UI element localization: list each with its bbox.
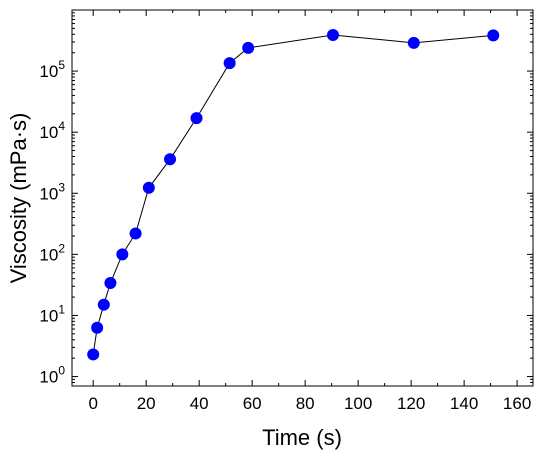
data-point bbox=[223, 57, 236, 70]
x-tick-label: 40 bbox=[190, 394, 209, 413]
x-tick-label: 140 bbox=[450, 394, 478, 413]
data-point bbox=[142, 181, 155, 194]
data-point bbox=[97, 298, 110, 311]
y-tick-label: 105 bbox=[39, 58, 65, 81]
x-tick-label: 160 bbox=[503, 394, 531, 413]
data-point bbox=[129, 227, 142, 240]
data-point bbox=[326, 28, 339, 41]
series-layer bbox=[87, 28, 500, 361]
data-point bbox=[116, 248, 129, 261]
data-point bbox=[190, 112, 203, 125]
x-tick-label: 20 bbox=[137, 394, 156, 413]
x-tick-label: 80 bbox=[296, 394, 315, 413]
plot-frame bbox=[71, 9, 534, 387]
y-tick-label: 100 bbox=[39, 364, 65, 387]
x-axis-title: Time (s) bbox=[262, 425, 342, 450]
data-point bbox=[487, 29, 500, 42]
x-tick-label: 120 bbox=[397, 394, 425, 413]
data-point bbox=[104, 276, 117, 289]
series-line bbox=[92, 34, 494, 355]
data-point bbox=[407, 36, 420, 49]
x-tick-label: 100 bbox=[344, 394, 372, 413]
y-tick-label: 101 bbox=[39, 302, 65, 325]
y-tick-label: 102 bbox=[39, 241, 65, 264]
data-point bbox=[87, 348, 100, 361]
y-axis-title: Viscosity (mPa·s) bbox=[6, 113, 31, 284]
data-point bbox=[242, 41, 255, 54]
y-tick-label: 104 bbox=[39, 119, 65, 142]
data-point bbox=[164, 153, 177, 166]
x-tick-label: 0 bbox=[88, 394, 97, 413]
data-point bbox=[91, 321, 104, 334]
y-tick-label: 103 bbox=[39, 180, 65, 203]
x-axis-ticks: 0 20 40 60 80 100 120 140 160 bbox=[88, 10, 531, 413]
y-axis-ticks: 100 101 102 103 104 105 bbox=[39, 12, 533, 387]
x-tick-label: 60 bbox=[243, 394, 262, 413]
